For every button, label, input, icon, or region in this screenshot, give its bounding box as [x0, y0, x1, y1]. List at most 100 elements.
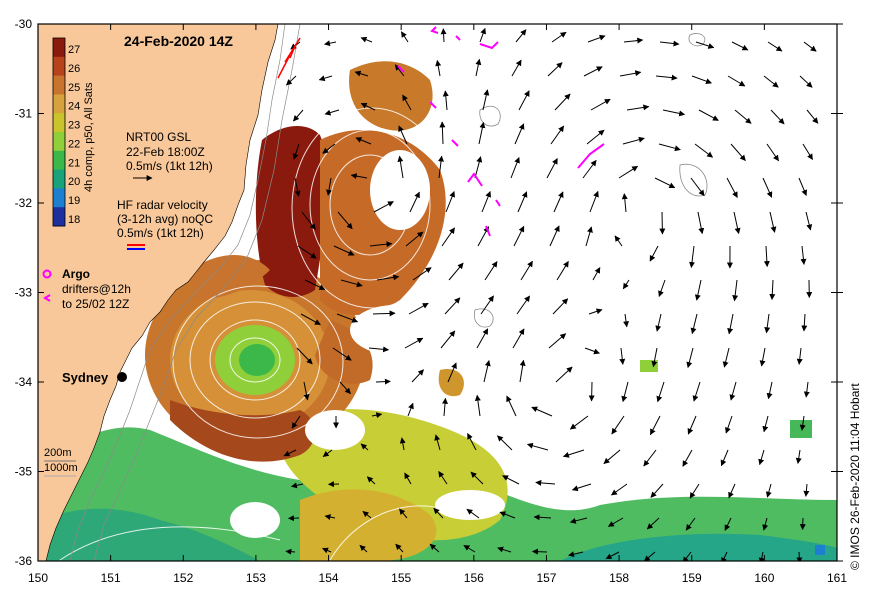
current-arrow	[373, 201, 394, 213]
legend-radar-scale: 0.5m/s (1kt 12h)	[117, 226, 204, 240]
drifter-icon	[43, 294, 51, 302]
current-arrow	[283, 449, 297, 457]
current-arrow	[510, 156, 520, 179]
current-arrow	[448, 262, 464, 281]
current-arrow	[800, 245, 807, 265]
current-arrow	[470, 471, 484, 485]
current-arrow	[444, 297, 461, 315]
current-arrow	[695, 41, 715, 49]
current-arrow	[463, 544, 476, 553]
current-arrow	[687, 415, 697, 435]
x-tick-label: 151	[101, 571, 121, 585]
current-arrow	[439, 121, 446, 145]
current-arrow	[395, 543, 404, 553]
current-arrow	[467, 433, 477, 451]
current-arrow	[519, 359, 526, 383]
current-arrow	[763, 75, 779, 88]
current-arrow	[799, 75, 813, 88]
x-tick-label: 159	[682, 571, 702, 585]
current-arrow	[324, 109, 340, 116]
current-arrow	[649, 415, 661, 436]
colorbar-tick-label: 23	[68, 120, 80, 132]
x-tick-label: 154	[319, 571, 339, 585]
current-arrow	[722, 347, 730, 368]
current-arrow	[481, 191, 491, 213]
legend-argo: Argo	[62, 267, 90, 281]
current-arrow	[551, 31, 567, 43]
current-arrow	[286, 75, 297, 86]
current-arrow	[689, 483, 700, 499]
current-arrow	[698, 109, 719, 121]
current-arrow	[727, 313, 734, 335]
current-arrow	[514, 123, 525, 145]
current-arrow	[731, 41, 749, 51]
current-arrow	[375, 378, 391, 385]
current-arrow	[355, 137, 372, 145]
y-tick-label: -30	[15, 17, 33, 31]
current-arrow	[400, 31, 409, 43]
current-arrow	[340, 279, 363, 288]
current-arrow	[605, 551, 620, 560]
colorbar-tick-label: 21	[68, 157, 80, 169]
colorbar-tick-label: 27	[68, 44, 80, 56]
current-arrow	[442, 397, 448, 417]
current-arrow	[651, 347, 658, 368]
colorbar-segment	[53, 150, 65, 171]
current-arrow	[603, 449, 621, 464]
current-arrow	[796, 551, 803, 561]
current-arrow	[407, 402, 414, 417]
current-arrow	[548, 333, 567, 349]
current-arrow	[442, 90, 449, 111]
current-arrow	[322, 449, 333, 457]
current-arrow	[405, 231, 424, 247]
current-arrow	[658, 143, 681, 152]
current-arrow	[769, 279, 776, 301]
current-arrow	[412, 267, 432, 281]
legend-drifters: drifters@12h	[62, 282, 131, 296]
x-tick-label: 160	[754, 571, 774, 585]
colorbar-label: 4h comp, p50, All Sats	[83, 82, 95, 192]
current-arrow	[322, 547, 332, 554]
current-arrow	[729, 381, 737, 401]
current-arrow	[619, 347, 626, 365]
current-arrow	[333, 245, 355, 256]
current-arrow	[568, 551, 584, 558]
current-arrow	[474, 394, 481, 417]
current-arrow	[730, 143, 746, 162]
current-arrow	[553, 191, 564, 213]
current-arrow	[398, 125, 408, 145]
current-arrow	[728, 483, 736, 499]
current-arrow	[689, 245, 695, 269]
x-tick-label: 161	[827, 571, 847, 585]
y-tick-label: -32	[15, 196, 33, 210]
current-arrow	[720, 449, 729, 467]
current-arrow	[582, 159, 597, 179]
current-arrow	[368, 346, 390, 353]
y-tick-label: -35	[15, 465, 33, 479]
current-arrow	[502, 475, 520, 485]
sst-field	[38, 61, 837, 561]
land-australia	[38, 24, 279, 561]
current-arrow	[655, 313, 662, 332]
current-arrow	[535, 479, 556, 486]
current-arrow	[531, 548, 548, 555]
current-arrow	[332, 347, 352, 361]
current-arrow	[296, 347, 313, 365]
current-arrow	[726, 177, 738, 198]
current-arrow	[697, 211, 705, 235]
colorbar-segment	[53, 94, 65, 114]
current-arrow	[506, 395, 517, 417]
current-arrow	[337, 211, 353, 230]
current-arrow	[621, 381, 629, 403]
current-arrow	[354, 70, 369, 77]
current-arrow	[725, 415, 733, 434]
current-arrow	[806, 109, 819, 124]
current-arrow	[371, 412, 383, 419]
current-arrow	[589, 190, 599, 213]
current-arrow	[694, 279, 702, 301]
current-arrow	[466, 508, 480, 519]
current-arrow	[434, 434, 441, 451]
current-arrow	[690, 313, 698, 335]
current-arrow	[497, 546, 512, 553]
